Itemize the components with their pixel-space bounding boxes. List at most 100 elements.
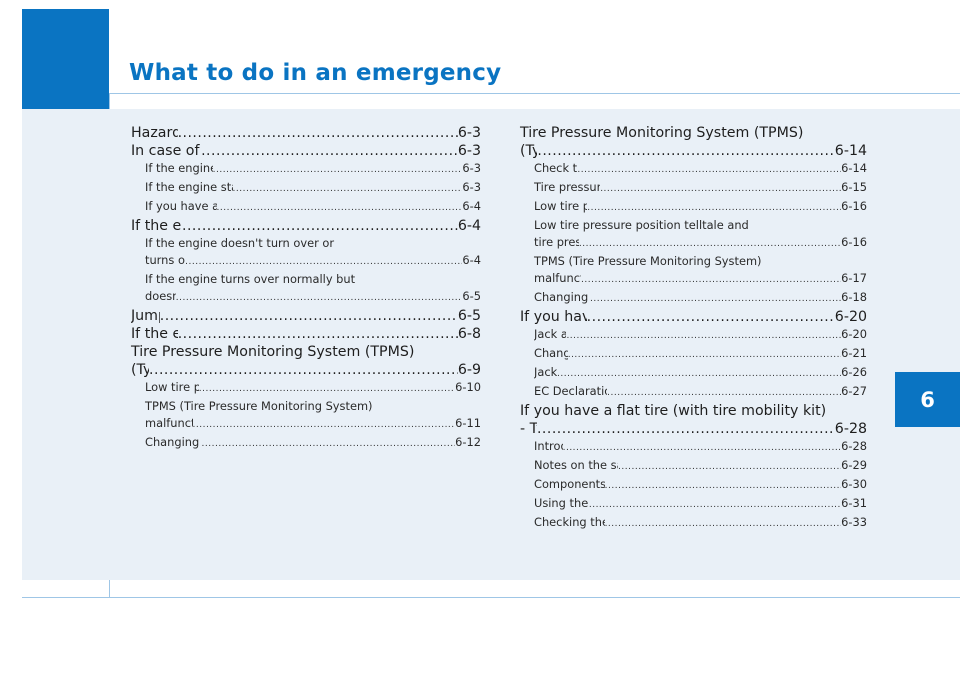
toc-subsection-entry[interactable]: Jack label .............................…: [520, 364, 867, 383]
dot-leader: ........................................…: [232, 184, 463, 194]
dot-leader: ........................................…: [607, 388, 841, 398]
toc-subsection-entry[interactable]: Low tire pressure position telltale and t…: [520, 217, 867, 253]
toc-section-entry[interactable]: In case of an emergency while driving ..…: [131, 142, 481, 160]
toc-subsection-entry[interactable]: Notes on the safe use of the Tire Mobili…: [520, 457, 867, 476]
toc-section-entry[interactable]: Hazard warning flasher .................…: [131, 124, 481, 142]
toc-subsection-entry[interactable]: Check tire pressure ....................…: [520, 160, 867, 179]
toc-entry-title: EC Declaration of conformity for Jack: [534, 384, 607, 398]
dot-leader: ........................................…: [562, 443, 842, 453]
toc-subsection-entry[interactable]: Changing tires .........................…: [520, 345, 867, 364]
toc-page-number: 6-3: [457, 125, 481, 141]
toc-section-entry[interactable]: If the engine overheats ................…: [131, 325, 481, 343]
dot-leader: ........................................…: [212, 165, 463, 175]
toc-entry-title: If you have a flat tire while driving: [145, 199, 217, 213]
chapter-tab[interactable]: 6: [895, 372, 960, 427]
toc-entry-title: Checking the tire inflation pressure: [534, 515, 605, 529]
dot-leader: ........................................…: [577, 165, 841, 175]
toc-entry-title: tire pressure telltale: [534, 235, 579, 249]
toc-entry-title-line: If you have a flat tire (with tire mobil…: [520, 403, 827, 419]
toc-page-number: 6-20: [841, 327, 867, 341]
toc-page-number: 6-4: [462, 199, 481, 213]
toc-entry-title: Components of the Tire Mobility Kit: [534, 477, 605, 491]
toc-page-number: 6-28: [841, 439, 867, 453]
toc-subsection-entry[interactable]: Components of the Tire Mobility Kit ....…: [520, 476, 867, 495]
toc-subsection-entry[interactable]: If the engine stalls at a crossroad or c…: [131, 179, 481, 198]
toc-page-number: 6-9: [457, 362, 481, 378]
dot-leader: ........................................…: [216, 203, 463, 213]
dot-leader: ........................................…: [586, 309, 835, 325]
toc-entry-title: turns over slowly: [145, 253, 185, 267]
toc-section-entry[interactable]: If the engine will not start ...........…: [131, 217, 481, 235]
toc-section-entry[interactable]: Tire Pressure Monitoring System (TPMS) (T…: [520, 124, 867, 160]
toc-page-number: 6-5: [457, 308, 481, 324]
dot-leader: ........................................…: [201, 143, 458, 159]
dot-leader: ........................................…: [618, 462, 841, 472]
toc-entry-title: doesn't start: [145, 289, 176, 303]
toc-subsection-entry[interactable]: Low tire pressure telltale .............…: [131, 379, 481, 398]
dot-leader: ........................................…: [182, 218, 458, 234]
toc-page-number: 6-17: [841, 271, 867, 285]
dot-leader: ........................................…: [588, 500, 841, 510]
toc-subsection-entry[interactable]: Introduction ...........................…: [520, 438, 867, 457]
dot-leader: ........................................…: [177, 125, 458, 141]
toc-entry-title: Tire pressure monitoring system: [534, 180, 601, 194]
toc-entry-title: (Type A): [131, 362, 150, 378]
toc-page-number: 6-18: [841, 290, 867, 304]
toc-entry-title: If the engine will not start: [131, 218, 182, 234]
toc-page-number: 6-30: [841, 477, 867, 491]
dot-leader: ........................................…: [587, 203, 841, 213]
toc-entry-title-line: Low tire pressure position telltale and: [534, 218, 749, 232]
toc-subsection-entry[interactable]: Tire pressure monitoring system ........…: [520, 179, 867, 198]
toc-page-number: 6-3: [462, 180, 481, 194]
toc-entry-title-line: TPMS (Tire Pressure Monitoring System): [145, 399, 373, 413]
toc-page-number: 6-15: [841, 180, 867, 194]
title-divider: [109, 93, 960, 94]
toc-page-number: 6-4: [457, 218, 481, 234]
toc-entry-title: If you have a flat tire (with spare tire…: [520, 309, 587, 325]
toc-page-number: 6-11: [455, 416, 481, 430]
toc-entry-title: (Type B): [520, 143, 538, 159]
toc-subsection-entry[interactable]: Changing a tire with TPMS...............…: [131, 434, 481, 453]
toc-entry-title: If the engine stalls at a crossroad or c…: [145, 180, 233, 194]
toc-entry-title-line: Tire Pressure Monitoring System (TPMS): [520, 125, 804, 141]
toc-left-column: Hazard warning flasher .................…: [131, 124, 481, 453]
toc-subsection-entry[interactable]: Jack and tools .........................…: [520, 326, 867, 345]
toc-entry-title: Jump starting: [131, 308, 160, 324]
toc-section-entry[interactable]: Tire Pressure Monitoring System (TPMS) (T…: [131, 343, 481, 379]
toc-subsection-entry[interactable]: Using the Tire Mobility Kit.............…: [520, 495, 867, 514]
toc-page-number: 6-31: [841, 496, 867, 510]
toc-entry-title: Introduction: [534, 439, 563, 453]
dot-leader: ........................................…: [198, 384, 455, 394]
dot-leader: ........................................…: [192, 420, 456, 430]
toc-page-number: 6-21: [841, 346, 867, 360]
toc-section-entry[interactable]: Jump starting ..........................…: [131, 307, 481, 325]
toc-section-entry[interactable]: If you have a flat tire (with spare tire…: [520, 308, 867, 326]
dot-leader: ........................................…: [604, 519, 842, 529]
toc-subsection-entry[interactable]: EC Declaration of conformity for Jack...…: [520, 383, 867, 402]
dot-leader: ........................................…: [567, 350, 841, 360]
toc-subsection-entry[interactable]: If the engine stalls while driving .....…: [131, 160, 481, 179]
page-title: What to do in an emergency: [129, 60, 502, 86]
toc-subsection-entry[interactable]: Low tire pressure telltale .............…: [520, 198, 867, 217]
toc-subsection-entry[interactable]: Changing a tire with TPMS...............…: [520, 289, 867, 308]
toc-subsection-entry[interactable]: If the engine doesn't turn over or turns …: [131, 235, 481, 271]
toc-subsection-entry[interactable]: TPMS (Tire Pressure Monitoring System) ma…: [131, 398, 481, 434]
toc-entry-title: Changing tires: [534, 346, 568, 360]
toc-subsection-entry[interactable]: If the engine turns over normally but doe…: [131, 271, 481, 307]
toc-page-number: 6-28: [834, 421, 867, 437]
dot-leader: ........................................…: [201, 439, 456, 449]
dot-leader: ........................................…: [566, 331, 841, 341]
bottom-divider: [22, 597, 960, 598]
toc-page-number: 6-8: [457, 326, 481, 342]
toc-subsection-entry[interactable]: If you have a flat tire while driving...…: [131, 198, 481, 217]
toc-section-entry[interactable]: If you have a flat tire (with tire mobil…: [520, 402, 867, 438]
toc-subsection-entry[interactable]: TPMS (Tire Pressure Monitoring System) ma…: [520, 253, 867, 289]
dot-leader: ........................................…: [537, 143, 835, 159]
toc-entry-title: If the engine stalls while driving: [145, 161, 213, 175]
toc-subsection-entry[interactable]: Checking the tire inflation pressure ...…: [520, 514, 867, 533]
toc-entry-title-line: If the engine doesn't turn over or: [145, 236, 335, 250]
toc-page-number: 6-20: [834, 309, 867, 325]
toc-page-number: 6-14: [834, 143, 867, 159]
toc-entry-title: malfunction indicator: [145, 416, 193, 430]
toc-right-column: Tire Pressure Monitoring System (TPMS) (T…: [520, 124, 867, 533]
